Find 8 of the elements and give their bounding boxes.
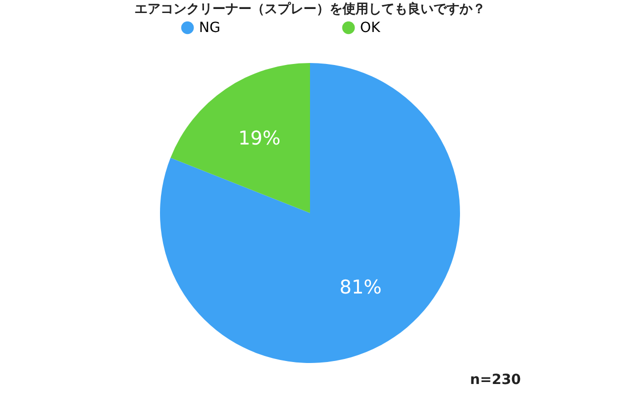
legend-label: OK	[360, 20, 382, 36]
data-label: 81%	[339, 276, 382, 298]
chart-title: エアコンクリーナー（スプレー）を使用しても良いですか？	[134, 1, 486, 17]
pie-slice	[160, 63, 460, 363]
legend-label: NG	[199, 20, 220, 36]
text: n=230	[470, 372, 522, 388]
pie-slice	[170, 63, 310, 213]
data-label: 19%	[238, 128, 281, 150]
